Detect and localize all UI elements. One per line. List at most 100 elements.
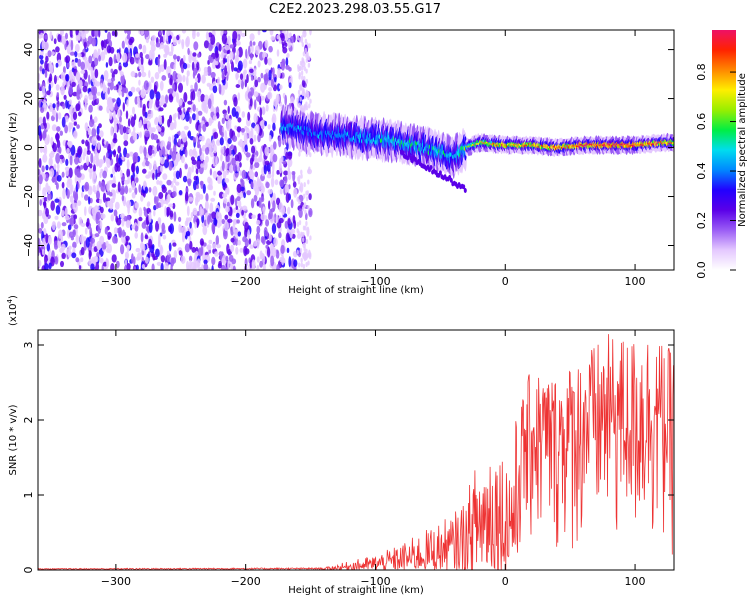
- noise-blob: [105, 152, 109, 159]
- noise-blob: [62, 103, 66, 110]
- noise-blob: [65, 74, 70, 82]
- noise-blob: [157, 56, 160, 67]
- noise-blob: [139, 100, 143, 108]
- noise-blob: [146, 202, 150, 207]
- noise-blob: [111, 30, 115, 36]
- noise-blob: [275, 104, 278, 112]
- noise-blob: [221, 131, 224, 138]
- noise-blob: [84, 103, 88, 111]
- snr-series-line: [38, 334, 674, 570]
- noise-blob: [38, 227, 43, 234]
- noise-blob: [293, 188, 298, 198]
- noise-blob: [60, 30, 64, 36]
- noise-blob: [182, 175, 188, 183]
- noise-blob: [143, 80, 149, 91]
- colorbar-label: Normalized spectral amplitude: [737, 73, 748, 227]
- noise-blob: [43, 215, 49, 225]
- noise-blob: [184, 243, 190, 253]
- noise-blob: [82, 56, 88, 61]
- noise-blob: [64, 115, 69, 123]
- noise-blob: [211, 96, 214, 106]
- noise-blob: [154, 117, 159, 126]
- noise-blob: [151, 263, 155, 270]
- noise-blob: [69, 217, 75, 227]
- noise-blob: [41, 165, 45, 173]
- noise-blob: [123, 264, 128, 270]
- noise-blob: [84, 227, 88, 235]
- noise-blob: [139, 145, 143, 154]
- noise-blob: [270, 255, 275, 267]
- noise-blob: [309, 30, 312, 36]
- noise-blob: [305, 196, 309, 202]
- noise-blob: [50, 200, 55, 211]
- noise-blob: [304, 225, 307, 231]
- noise-blob: [180, 255, 186, 264]
- noise-blob: [249, 40, 253, 47]
- noise-blob: [221, 117, 225, 125]
- noise-blob: [46, 90, 51, 96]
- noise-blob: [182, 234, 185, 243]
- noise-blob: [172, 113, 176, 121]
- noise-blob: [259, 147, 263, 157]
- noise-blob: [298, 74, 301, 80]
- noise-blob: [74, 192, 79, 202]
- noise-blob: [49, 155, 53, 166]
- noise-blob: [249, 33, 255, 41]
- x-tick-label: −300: [101, 275, 131, 288]
- noise-blob: [122, 52, 128, 63]
- noise-blob: [88, 196, 91, 205]
- noise-blob: [66, 189, 70, 199]
- noise-blob: [173, 211, 177, 222]
- noise-blob: [303, 202, 307, 208]
- noise-blob: [93, 116, 98, 123]
- noise-blob: [93, 30, 99, 38]
- noise-blob: [241, 169, 247, 180]
- noise-blob: [42, 85, 46, 97]
- noise-blob: [100, 82, 103, 89]
- noise-blob: [44, 70, 48, 78]
- noise-blob: [223, 30, 227, 34]
- noise-blob: [193, 180, 197, 191]
- noise-blob: [73, 224, 79, 230]
- noise-blob: [59, 154, 64, 160]
- noise-blob: [68, 99, 73, 105]
- noise-blob: [54, 180, 58, 185]
- noise-blob: [254, 171, 257, 177]
- noise-blob: [61, 210, 65, 216]
- noise-blob: [164, 206, 167, 217]
- noise-blob: [306, 226, 310, 237]
- noise-blob: [209, 56, 214, 63]
- noise-blob: [79, 79, 83, 89]
- noise-blob: [119, 157, 123, 166]
- noise-blob: [209, 168, 213, 176]
- signal-blob: [671, 142, 674, 145]
- noise-blob: [230, 144, 234, 149]
- noise-blob: [80, 222, 86, 227]
- noise-blob: [256, 238, 260, 249]
- noise-blob: [298, 175, 301, 180]
- noise-blob: [206, 82, 211, 87]
- noise-blob: [153, 147, 157, 154]
- noise-blob: [285, 57, 289, 67]
- noise-blob: [38, 82, 41, 90]
- noise-blob: [78, 265, 82, 270]
- noise-blob: [221, 160, 225, 172]
- noise-blob: [166, 250, 170, 255]
- noise-blob: [43, 197, 48, 202]
- noise-blob: [61, 243, 66, 251]
- noise-blob: [236, 40, 241, 46]
- noise-blob: [144, 130, 150, 138]
- noise-blob: [115, 260, 120, 269]
- noise-blob: [69, 186, 73, 195]
- noise-blob: [60, 260, 64, 268]
- noise-blob: [279, 188, 283, 195]
- noise-blob: [221, 33, 227, 45]
- noise-blob: [232, 163, 238, 172]
- noise-blob: [98, 30, 101, 38]
- noise-blob: [39, 54, 44, 60]
- noise-blob: [232, 265, 236, 270]
- noise-blob: [309, 235, 312, 241]
- noise-blob: [40, 51, 44, 56]
- noise-blob: [169, 74, 173, 86]
- noise-blob: [141, 161, 147, 167]
